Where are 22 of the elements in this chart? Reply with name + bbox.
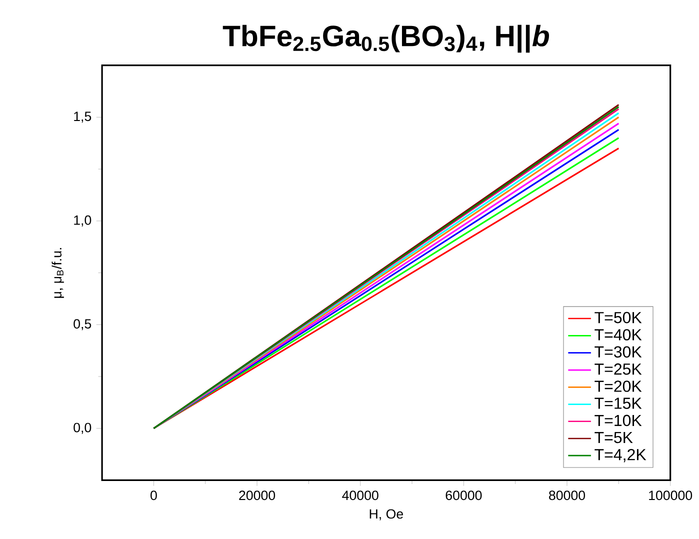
legend-label: T=15K xyxy=(594,398,642,409)
y-tick-label: 0,0 xyxy=(74,422,92,434)
x-tick-label: 40000 xyxy=(342,490,378,500)
chart-title: TbFe$_{2.5}$Ga$_{0.5}$(BO$_{3}$)$_{4}$, H||b xyxy=(222,24,549,53)
y-tick-label: 1,0 xyxy=(74,215,92,226)
legend-label: T=40K xyxy=(594,329,642,340)
legend-label: T=25K xyxy=(594,363,642,375)
legend-label: T=5K xyxy=(594,432,633,444)
legend-label: T=30K xyxy=(594,346,642,358)
x-tick-label: 100000 xyxy=(649,490,692,500)
legend-label: T=4,2K xyxy=(594,449,646,462)
x-tick-label: 60000 xyxy=(446,490,482,500)
x-tick-label: 80000 xyxy=(549,490,586,500)
y-axis-title: μ, μ$_{B}$/f.u. xyxy=(52,248,64,298)
y-tick-label: 1,5 xyxy=(74,112,92,123)
x-tick-label: 20000 xyxy=(239,490,276,500)
legend-label: T=50K xyxy=(594,312,642,324)
y-tick-label: 0,5 xyxy=(74,319,92,330)
x-axis-title: H, Oe xyxy=(370,509,403,520)
legend-label: T=10K xyxy=(594,414,642,426)
x-tick-label: 0 xyxy=(150,490,157,500)
legend-label: T=20K xyxy=(594,380,642,392)
